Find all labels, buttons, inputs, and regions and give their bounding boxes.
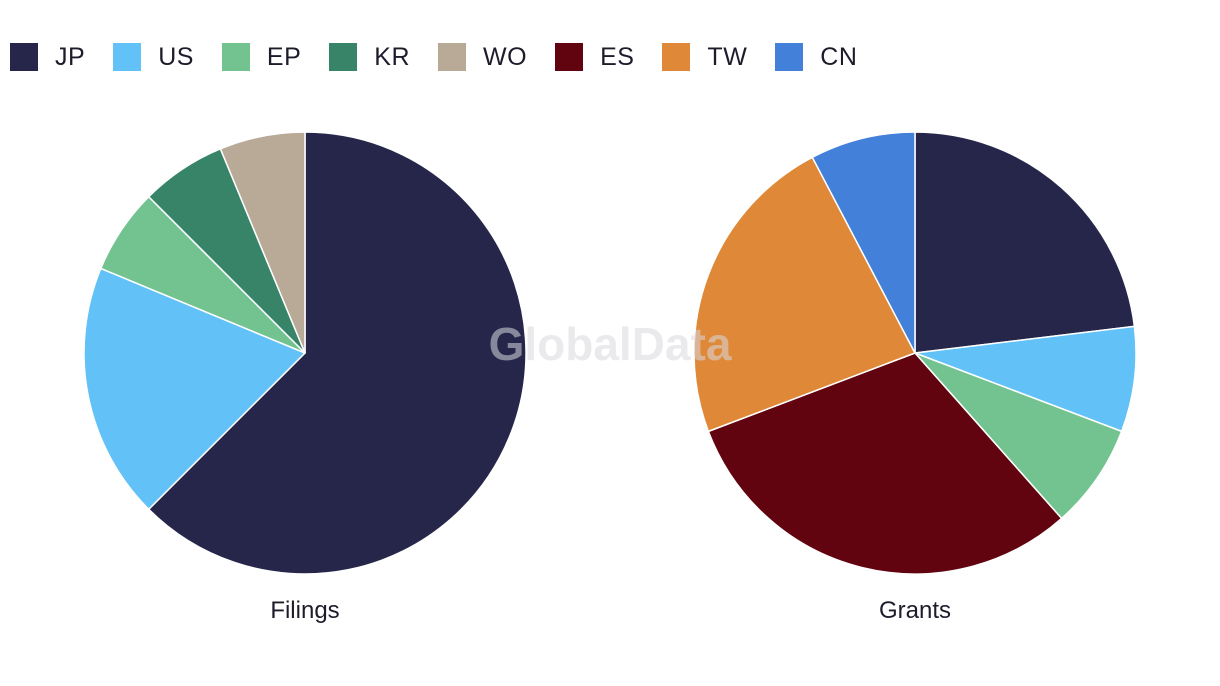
legend-swatch: [329, 43, 358, 71]
pie-chart-grants: [693, 131, 1137, 575]
legend-label: WO: [483, 42, 528, 71]
pie-slice-grants-tw[interactable]: [693, 156, 916, 433]
pie-slice-grants-us[interactable]: [914, 325, 1137, 433]
legend-label: JP: [55, 42, 86, 71]
pie-title-grants: Grants: [879, 597, 951, 624]
legend-swatch: [662, 43, 691, 71]
legend: JP US EP KR WO ES TW CN: [10, 38, 885, 76]
legend-item-us[interactable]: US: [113, 43, 194, 72]
pie-title-filings: Filings: [270, 597, 339, 624]
pie-slice-filings-us[interactable]: [83, 267, 306, 511]
legend-item-cn[interactable]: CN: [775, 43, 857, 72]
legend-swatch: [113, 43, 142, 71]
legend-item-wo[interactable]: WO: [438, 43, 527, 72]
legend-label: KR: [374, 42, 411, 71]
legend-label: US: [158, 42, 194, 71]
legend-label: ES: [600, 42, 635, 71]
pie-chart-filings: [83, 131, 527, 575]
pie-slice-grants-jp[interactable]: [914, 131, 1136, 354]
legend-item-kr[interactable]: KR: [329, 43, 410, 72]
legend-label: CN: [820, 42, 858, 71]
legend-label: TW: [707, 42, 748, 71]
pie-slice-grants-es[interactable]: [707, 352, 1063, 575]
pie-slice-filings-jp[interactable]: [147, 131, 527, 575]
legend-label: EP: [266, 42, 302, 71]
watermark: GlobalData: [489, 318, 732, 370]
pie-slice-filings-wo[interactable]: [219, 131, 306, 354]
legend-item-jp[interactable]: JP: [10, 43, 85, 72]
legend-swatch: [10, 43, 38, 71]
legend-item-es[interactable]: ES: [555, 43, 634, 72]
legend-swatch: [775, 43, 804, 71]
pie-slice-grants-cn[interactable]: [811, 131, 916, 354]
legend-swatch: [438, 43, 467, 71]
legend-swatch: [555, 43, 584, 71]
legend-item-ep[interactable]: EP: [221, 42, 302, 72]
legend-item-tw[interactable]: TW: [662, 43, 747, 72]
pie-slice-grants-ep[interactable]: [914, 352, 1123, 520]
legend-swatch: [221, 43, 250, 71]
